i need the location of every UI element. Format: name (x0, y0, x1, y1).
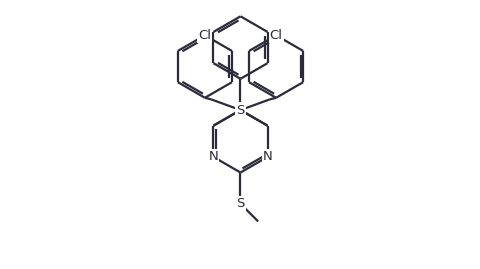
Text: S: S (236, 104, 244, 116)
Text: S: S (236, 104, 244, 116)
Text: S: S (236, 197, 244, 210)
Text: Cl: Cl (269, 29, 282, 42)
Text: Cl: Cl (198, 29, 211, 42)
Text: N: N (208, 150, 218, 163)
Text: N: N (262, 150, 272, 163)
